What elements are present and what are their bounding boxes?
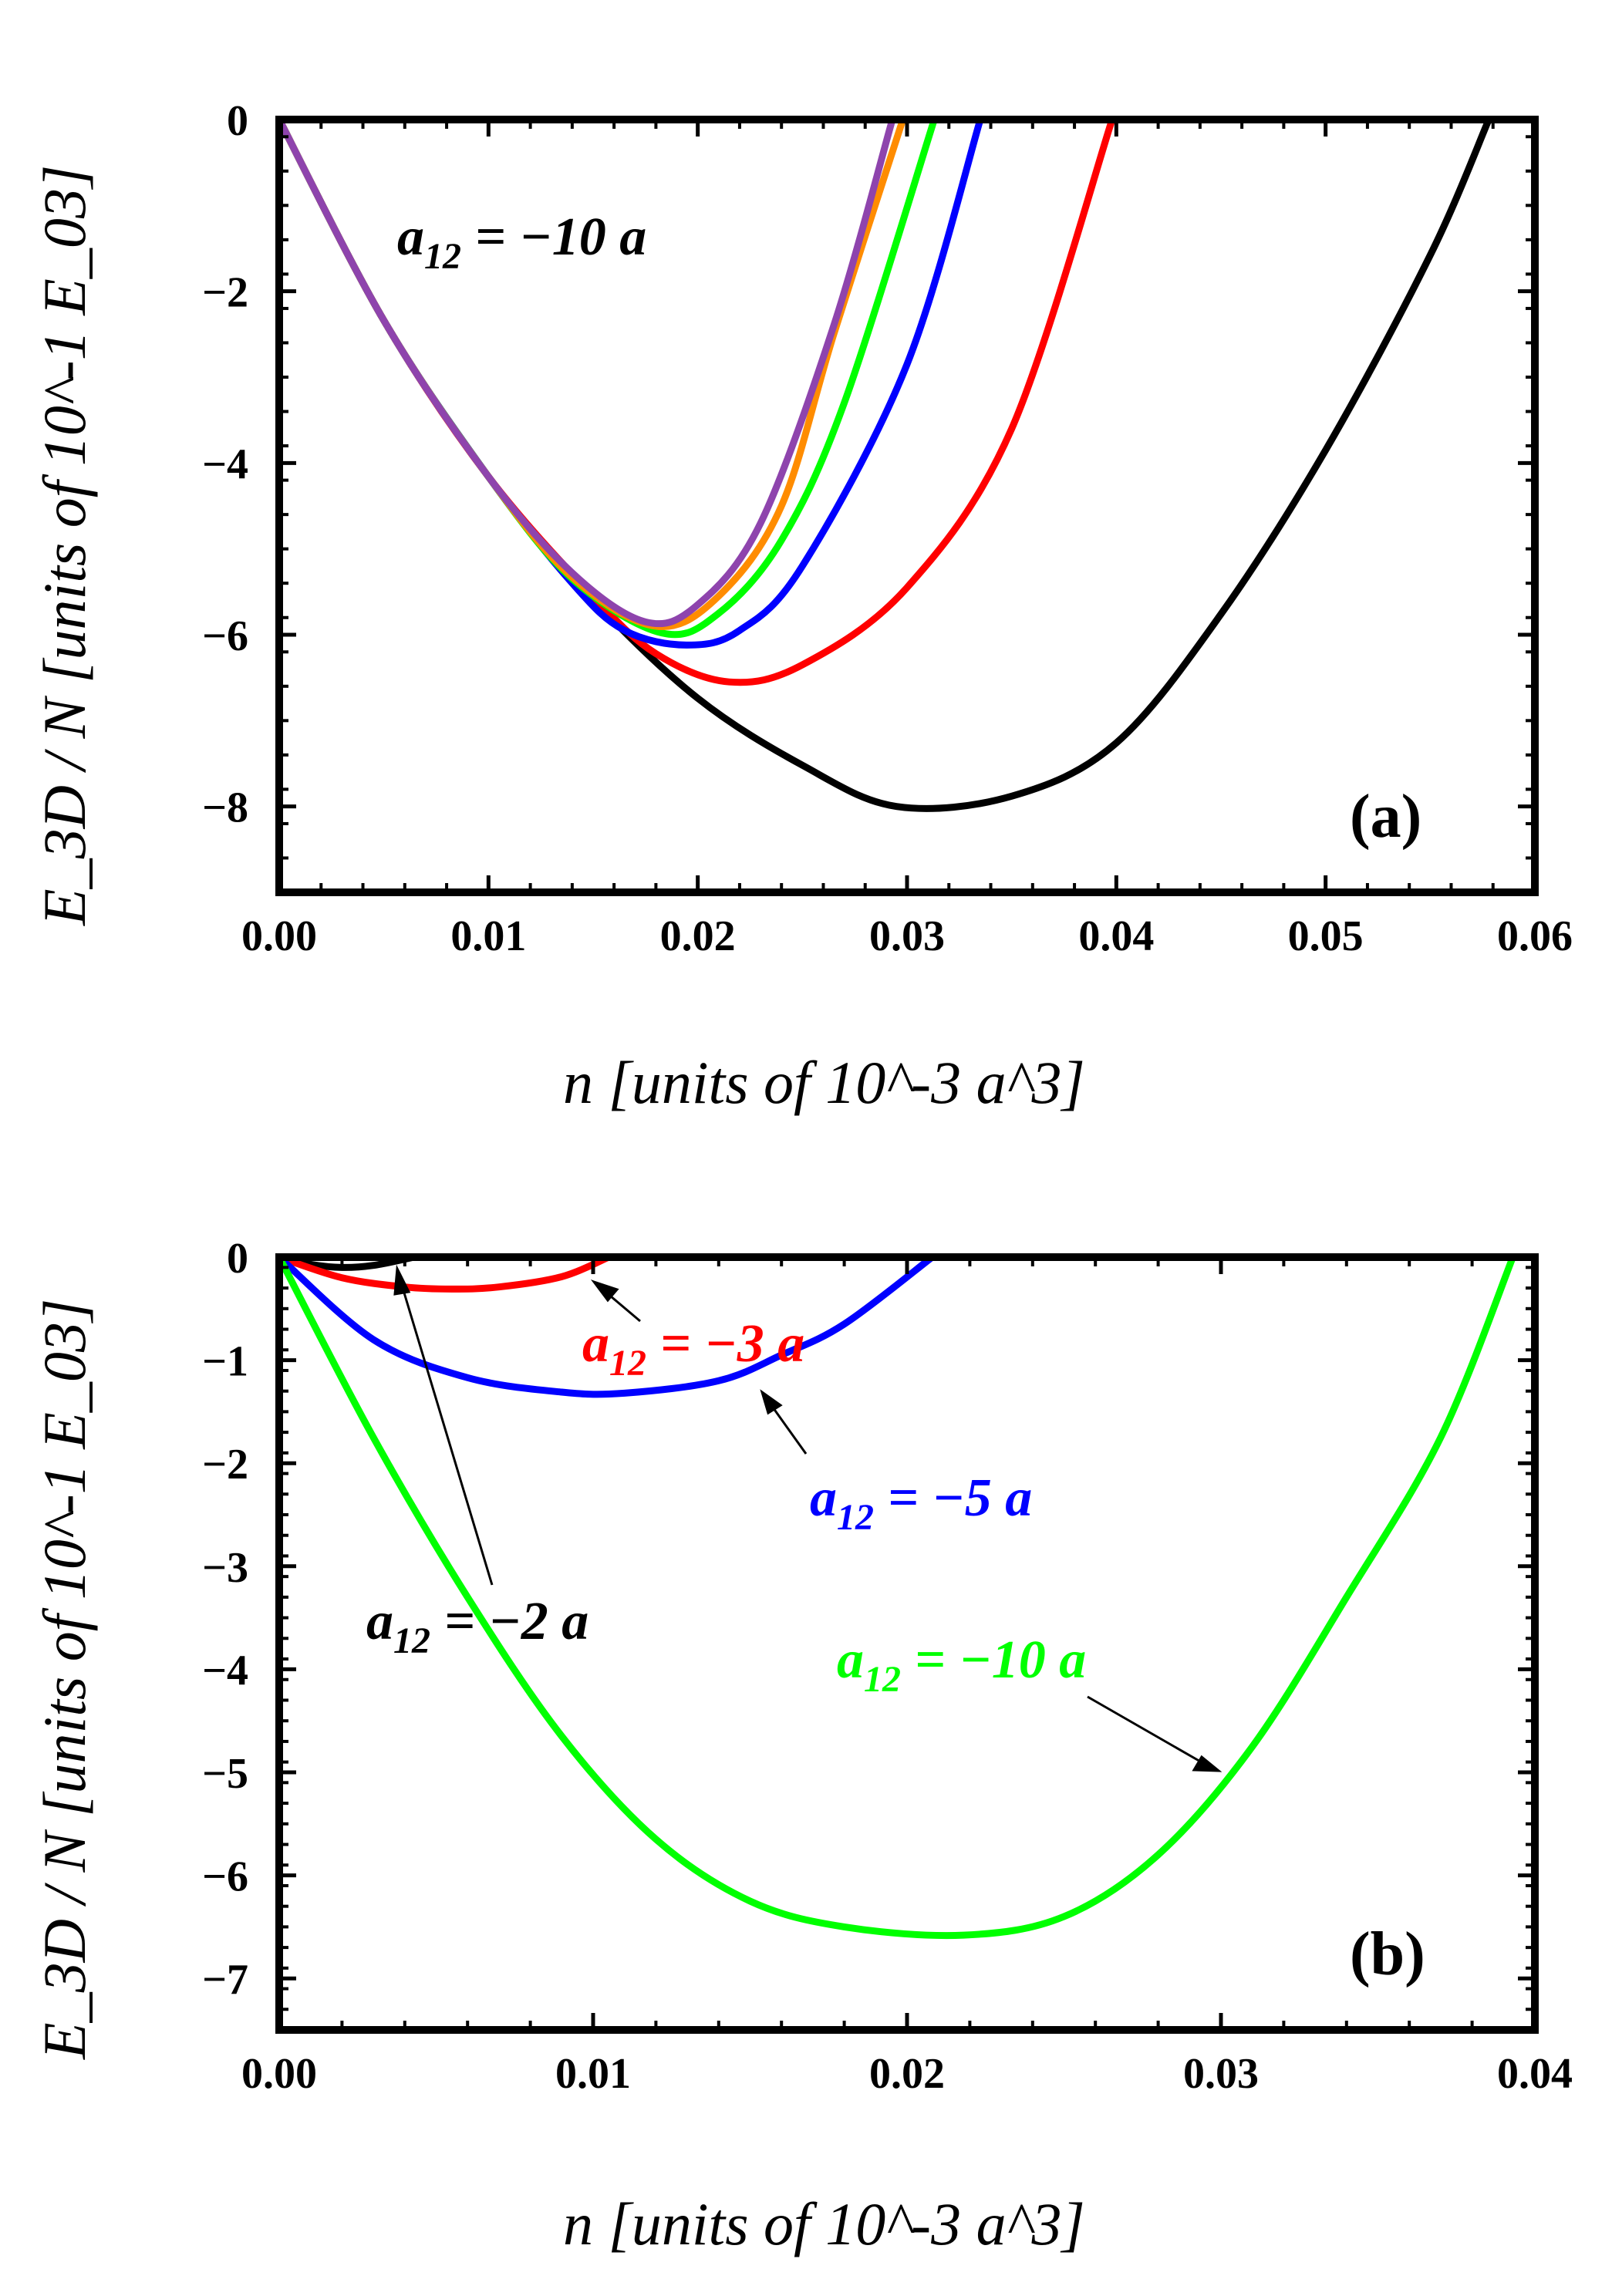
- panel-a: 0.00 0.01 0.02 0.03 0.04 0.05 0.06 0 −2 −4 −6 −8 (…: [31, 97, 1573, 1116]
- panel-b-x-tick-label-4: 0.04: [1497, 2050, 1573, 2098]
- panel-a-label: (a): [1350, 783, 1421, 851]
- panel-b-arrows: [393, 1264, 1222, 1772]
- panel-a-y-tick-label-4: −8: [202, 784, 248, 832]
- panel-b-y-axis-label: E_3D / N [units of 10^-1 E_03]: [31, 1299, 98, 2060]
- arrow-a12-10a-head: [1192, 1755, 1222, 1772]
- panel-b-curves: [275, 1253, 1516, 1940]
- panel-b-y-tick-label-7: −7: [202, 1956, 248, 2004]
- panel-a-x-tick-label-3: 0.03: [869, 912, 945, 960]
- panel-b-x-tick-label-1: 0.01: [555, 2050, 631, 2098]
- panel-a-x-axis-label: n [units of 10^-3 a^3]: [563, 1049, 1085, 1116]
- panel-b-x-tick-label-2: 0.02: [869, 2050, 945, 2098]
- panel-a-series-1: [275, 116, 1116, 686]
- annotation-10a-rhs: = −10 a: [915, 1630, 1086, 1690]
- panel-b-series-1: [275, 1253, 612, 1293]
- panel-a-x-axis-label-text: n [units of 10^-3 a^3]: [563, 1049, 1085, 1116]
- annotation-2a-rhs: = −2 a: [444, 1592, 588, 1651]
- panel-b-label: (b): [1350, 1920, 1425, 1988]
- panel-b-y-axis-label-text: E_3D / N [units of 10^-1 E_03]: [31, 1299, 98, 2060]
- panel-b-x-tick-label-3: 0.03: [1183, 2050, 1259, 2098]
- panel-b-ticks: [277, 1255, 1537, 2031]
- panel-b-annotation-10a: a12 = −10 a: [837, 1630, 1086, 1700]
- panel-b-series-3: [275, 1253, 1516, 1940]
- panel-b-y-tick-label-6: −6: [202, 1853, 248, 1901]
- panel-b-x-axis-label-text: n [units of 10^-3 a^3]: [563, 2190, 1085, 2257]
- panel-a-series-0: [275, 116, 1492, 812]
- panel-a-x-tick-label-5: 0.05: [1288, 912, 1364, 960]
- panel-b-y-tick-label-5: −5: [202, 1750, 248, 1798]
- panel-a-series-5: [275, 116, 896, 628]
- annotation-3a-lhs: a: [582, 1314, 609, 1374]
- panel-b-series-2: [275, 1253, 936, 1398]
- annotation-3a-rhs: = −3 a: [660, 1314, 804, 1374]
- panel-b-annotation-2a: a12 = −2 a: [366, 1592, 588, 1661]
- annotation-5a-sub: 12: [837, 1497, 874, 1538]
- panel-a-annotation-lhs: a: [397, 207, 424, 267]
- panel-b-x-axis-label: n [units of 10^-3 a^3]: [563, 2190, 1085, 2257]
- annotation-5a-lhs: a: [810, 1468, 837, 1528]
- panel-b-y-tick-labels: 0 −1 −2 −3 −4 −5 −6 −7: [202, 1235, 248, 2004]
- panel-b-y-tick-label-2: −2: [202, 1441, 248, 1489]
- panel-b-y-tick-label-0: 0: [227, 1235, 248, 1283]
- panel-a-annotation-rhs: = −10 a: [475, 207, 646, 267]
- panel-b-x-tick-labels: 0.00 0.01 0.02 0.03 0.04: [241, 2050, 1573, 2098]
- panel-a-annotation: a12 = −10 a: [397, 207, 646, 277]
- panel-a-frame: [275, 116, 1539, 896]
- annotation-3a-sub: 12: [609, 1343, 646, 1384]
- arrow-a12-5a-head: [760, 1389, 783, 1415]
- panel-a-y-tick-label-0: 0: [227, 97, 248, 145]
- annotation-10a-lhs: a: [837, 1630, 864, 1690]
- panel-a-annotation-sub: 12: [424, 236, 461, 277]
- panel-a-x-tick-label-0: 0.00: [241, 912, 317, 960]
- panel-a-y-axis-label: E_3D / N [units of 10^-1 E_03]: [31, 165, 98, 926]
- annotation-2a-lhs: a: [366, 1592, 393, 1651]
- panel-a-ticks: [277, 117, 1537, 894]
- panel-a-series-3: [275, 116, 938, 639]
- panel-a-y-tick-label-3: −6: [202, 612, 248, 660]
- annotation-10a-sub: 12: [864, 1659, 901, 1700]
- annotation-5a-rhs: = −5 a: [888, 1468, 1032, 1528]
- annotation-2a-sub: 12: [393, 1620, 430, 1661]
- panel-a-x-tick-labels: 0.00 0.01 0.02 0.03 0.04 0.05 0.06: [241, 912, 1573, 960]
- panel-a-y-tick-labels: 0 −2 −4 −6 −8: [202, 97, 248, 832]
- panel-a-y-tick-label-2: −4: [202, 440, 248, 488]
- panel-a-curves: [275, 116, 1492, 812]
- panel-b-x-tick-label-0: 0.00: [241, 2050, 317, 2098]
- arrow-a12-2a: [400, 1282, 494, 1586]
- arrow-a12-10a: [1087, 1695, 1202, 1764]
- panel-a-y-tick-label-1: −2: [202, 269, 248, 317]
- panel-b-annotation-5a: a12 = −5 a: [810, 1468, 1032, 1538]
- panel-b: 0.00 0.01 0.02 0.03 0.04 0 −1 −2 −3 −4 −5 −6 −7 (b)…: [31, 1235, 1573, 2257]
- panel-b-y-tick-label-1: −1: [202, 1338, 248, 1386]
- panel-a-x-tick-label-2: 0.02: [660, 912, 736, 960]
- panel-b-annotation-3a: a12 = −3 a: [582, 1314, 804, 1384]
- panel-b-y-tick-label-4: −4: [202, 1647, 248, 1694]
- panel-a-x-tick-label-1: 0.01: [450, 912, 526, 960]
- arrow-a12-2a-head: [393, 1264, 411, 1296]
- panel-b-y-tick-label-3: −3: [202, 1544, 248, 1592]
- arrow-a12-5a: [770, 1404, 808, 1455]
- arrow-a12-3a-head: [590, 1279, 619, 1303]
- panel-a-x-tick-label-4: 0.04: [1078, 912, 1154, 960]
- panel-a-x-tick-label-6: 0.06: [1497, 912, 1573, 960]
- panel-a-y-axis-label-text: E_3D / N [units of 10^-1 E_03]: [31, 165, 98, 926]
